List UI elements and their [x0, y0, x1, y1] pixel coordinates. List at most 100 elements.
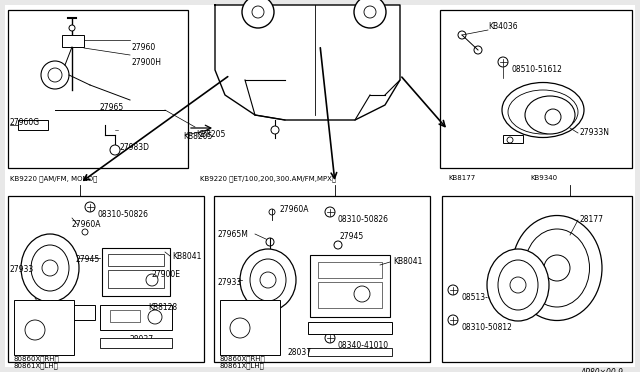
Text: 27900E: 27900E [152, 270, 181, 279]
Ellipse shape [512, 215, 602, 321]
Circle shape [354, 286, 370, 302]
Bar [8, 10, 188, 168]
Circle shape [230, 318, 250, 338]
Text: KB8205: KB8205 [183, 132, 212, 141]
Circle shape [545, 109, 561, 125]
Bar [40, 305, 95, 320]
Ellipse shape [487, 249, 549, 321]
Text: 80860X〈RH〉: 80860X〈RH〉 [220, 355, 266, 362]
Text: 28037: 28037 [288, 348, 312, 357]
Ellipse shape [502, 83, 584, 138]
Text: KB9220 〈ET/100,200,300.AM/FM,MPX〉: KB9220 〈ET/100,200,300.AM/FM,MPX〉 [200, 175, 336, 182]
Text: 27933: 27933 [10, 265, 35, 274]
Circle shape [364, 6, 376, 18]
Text: 27945: 27945 [340, 232, 364, 241]
Text: 08310-50826: 08310-50826 [338, 215, 389, 224]
Circle shape [334, 241, 342, 249]
Bar [308, 322, 392, 334]
Circle shape [266, 238, 274, 246]
Text: 80861X〈LH〉: 80861X〈LH〉 [220, 362, 265, 369]
Bar [214, 196, 430, 362]
Bar [14, 300, 74, 355]
Circle shape [271, 126, 279, 134]
Bar [442, 196, 632, 362]
Text: 27960A: 27960A [280, 205, 310, 214]
Circle shape [42, 260, 58, 276]
Text: 27933N: 27933N [580, 128, 610, 137]
Bar [102, 248, 170, 296]
Bar [440, 10, 632, 168]
Circle shape [242, 0, 274, 28]
Bar [100, 338, 172, 348]
Circle shape [458, 31, 466, 39]
Text: 08340-41010: 08340-41010 [338, 341, 389, 350]
Ellipse shape [525, 229, 589, 307]
Ellipse shape [21, 234, 79, 302]
Text: KB8041: KB8041 [172, 252, 202, 261]
Text: 08510-51612: 08510-51612 [511, 65, 562, 74]
Ellipse shape [250, 259, 286, 301]
Text: 27960A: 27960A [72, 220, 102, 229]
Circle shape [269, 209, 275, 215]
Bar [318, 282, 382, 308]
Bar [18, 120, 48, 130]
Text: 08310-50826: 08310-50826 [98, 210, 149, 219]
Bar [503, 135, 523, 143]
Text: 27983D: 27983D [120, 143, 150, 152]
Text: KB9220 〈AM/FM, MONO〉: KB9220 〈AM/FM, MONO〉 [10, 175, 97, 182]
Circle shape [69, 25, 75, 31]
Bar [100, 305, 172, 330]
Circle shape [25, 320, 45, 340]
Circle shape [510, 277, 526, 293]
Text: 08310-50812: 08310-50812 [461, 323, 512, 332]
Text: AP80×00 9: AP80×00 9 [580, 368, 623, 372]
Text: KB8041: KB8041 [393, 257, 422, 266]
Circle shape [85, 202, 95, 212]
Circle shape [448, 285, 458, 295]
Bar [310, 255, 390, 317]
Circle shape [325, 207, 335, 217]
Text: 28037: 28037 [130, 335, 154, 344]
Circle shape [474, 46, 482, 54]
Text: 80861X〈LH〉: 80861X〈LH〉 [14, 362, 59, 369]
Bar [220, 300, 280, 355]
Ellipse shape [31, 245, 69, 291]
Text: KB8205: KB8205 [196, 130, 225, 139]
Circle shape [544, 255, 570, 281]
Circle shape [260, 272, 276, 288]
Circle shape [41, 61, 69, 89]
Bar [110, 310, 140, 322]
Text: 27960: 27960 [131, 43, 156, 52]
Text: 27965: 27965 [100, 103, 124, 112]
Text: KB9340: KB9340 [530, 175, 557, 181]
Ellipse shape [508, 90, 578, 134]
Circle shape [448, 315, 458, 325]
Circle shape [110, 145, 120, 155]
Circle shape [252, 6, 264, 18]
Text: 27933: 27933 [218, 278, 243, 287]
Text: 80860X〈RH〉: 80860X〈RH〉 [14, 355, 60, 362]
Circle shape [354, 0, 386, 28]
Circle shape [507, 137, 513, 143]
Text: KB4036: KB4036 [488, 22, 518, 31]
Text: 27945: 27945 [75, 255, 99, 264]
Circle shape [148, 310, 162, 324]
Bar [108, 270, 164, 288]
Text: KB8128: KB8128 [148, 303, 177, 312]
Ellipse shape [240, 249, 296, 311]
Bar [8, 196, 204, 362]
Bar [308, 348, 392, 356]
Bar [318, 262, 382, 278]
Circle shape [146, 274, 158, 286]
Text: 08513-61212: 08513-61212 [461, 293, 512, 302]
Bar [62, 35, 84, 47]
Text: KB4036: KB4036 [35, 300, 65, 309]
Circle shape [498, 57, 508, 67]
Circle shape [325, 333, 335, 343]
Ellipse shape [525, 96, 575, 134]
Text: 27960G: 27960G [10, 118, 40, 127]
Text: 27965M: 27965M [218, 230, 249, 239]
Circle shape [48, 68, 62, 82]
Bar [108, 254, 164, 266]
Circle shape [82, 229, 88, 235]
